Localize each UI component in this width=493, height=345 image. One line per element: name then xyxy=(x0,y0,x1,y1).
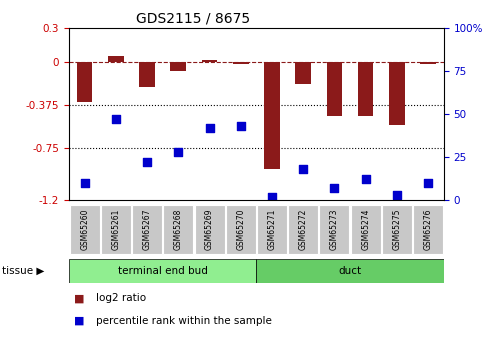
Bar xyxy=(101,205,131,254)
Text: GSM65276: GSM65276 xyxy=(423,209,432,250)
Point xyxy=(175,149,182,155)
Bar xyxy=(358,62,374,116)
Text: ■: ■ xyxy=(74,316,84,326)
Bar xyxy=(77,62,93,102)
Point xyxy=(206,125,213,130)
Point xyxy=(393,192,401,198)
Point xyxy=(237,123,245,129)
Bar xyxy=(413,205,443,254)
Point xyxy=(424,180,432,186)
Text: duct: duct xyxy=(339,266,361,276)
Bar xyxy=(319,205,350,254)
Bar xyxy=(108,56,124,62)
Text: percentile rank within the sample: percentile rank within the sample xyxy=(96,316,272,326)
Bar xyxy=(351,205,381,254)
Bar xyxy=(326,62,342,116)
Point xyxy=(268,194,276,199)
Bar xyxy=(264,62,280,169)
Bar xyxy=(163,205,193,254)
Bar xyxy=(288,205,318,254)
Text: GSM65272: GSM65272 xyxy=(299,209,308,250)
Bar xyxy=(195,205,224,254)
Text: ■: ■ xyxy=(74,293,84,303)
Text: GSM65267: GSM65267 xyxy=(142,209,151,250)
Bar xyxy=(132,205,162,254)
Bar xyxy=(69,259,256,283)
Bar xyxy=(389,62,405,125)
Bar xyxy=(233,62,248,65)
Bar xyxy=(171,62,186,71)
Text: GSM65269: GSM65269 xyxy=(205,209,214,250)
Bar xyxy=(420,62,436,65)
Text: terminal end bud: terminal end bud xyxy=(118,266,208,276)
Text: GSM65268: GSM65268 xyxy=(174,209,183,250)
Point xyxy=(112,116,120,122)
Text: GDS2115 / 8675: GDS2115 / 8675 xyxy=(137,11,250,25)
Text: GSM65260: GSM65260 xyxy=(80,209,89,250)
Text: tissue ▶: tissue ▶ xyxy=(2,266,45,276)
Bar xyxy=(140,62,155,87)
Bar xyxy=(202,60,217,62)
Text: GSM65271: GSM65271 xyxy=(268,209,277,250)
Text: GSM65273: GSM65273 xyxy=(330,209,339,250)
Point xyxy=(299,166,307,172)
Point xyxy=(81,180,89,186)
Point xyxy=(143,159,151,165)
Text: log2 ratio: log2 ratio xyxy=(96,293,146,303)
Point xyxy=(330,185,338,191)
Text: GSM65275: GSM65275 xyxy=(392,209,401,250)
Text: GSM65270: GSM65270 xyxy=(236,209,245,250)
Bar xyxy=(295,62,311,84)
Bar xyxy=(256,259,444,283)
Text: GSM65261: GSM65261 xyxy=(111,209,120,250)
Point xyxy=(362,177,370,182)
Bar xyxy=(226,205,256,254)
Bar xyxy=(70,205,100,254)
Bar xyxy=(382,205,412,254)
Text: GSM65274: GSM65274 xyxy=(361,209,370,250)
Bar xyxy=(257,205,287,254)
